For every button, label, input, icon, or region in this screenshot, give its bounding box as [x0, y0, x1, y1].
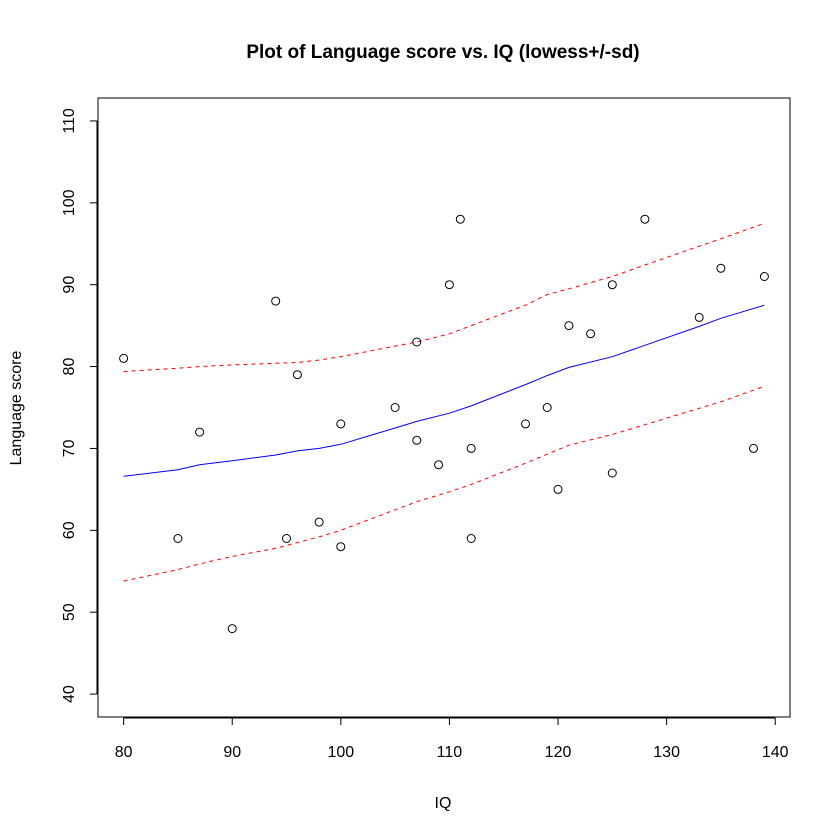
data-point	[564, 321, 574, 331]
data-points	[119, 214, 769, 634]
lowess-line	[123, 304, 765, 477]
lowess-lines	[123, 222, 765, 582]
x-tick-label: 100	[327, 744, 354, 761]
x-axis-title: IQ	[435, 795, 452, 812]
x-tick-label: 130	[653, 744, 680, 761]
x-axis: 80 90 100 110 120 130 140	[115, 717, 789, 761]
x-tick-label: 110	[437, 744, 463, 761]
y-tick-label: 50	[61, 603, 78, 621]
data-point	[390, 403, 400, 412]
data-point	[586, 329, 596, 339]
data-point	[336, 542, 346, 552]
x-tick-label: 80	[115, 744, 133, 761]
data-point	[466, 443, 476, 453]
plot-frame	[97, 97, 791, 718]
data-point	[694, 312, 704, 322]
y-tick-label: 100	[61, 189, 78, 216]
data-point	[412, 435, 422, 445]
y-axis: 40 50 60 70 80 90 100 110	[61, 108, 98, 703]
x-tick-label: 90	[223, 744, 241, 761]
y-tick-label: 90	[61, 276, 78, 294]
data-point	[195, 427, 205, 437]
data-point	[227, 624, 237, 634]
x-tick-label: 140	[762, 744, 789, 761]
data-point	[314, 517, 324, 527]
y-axis-title: Language score	[8, 351, 25, 466]
data-point	[521, 419, 530, 429]
data-point	[119, 353, 129, 363]
data-point	[455, 214, 465, 224]
data-point	[749, 443, 758, 453]
y-tick-label: 80	[61, 358, 78, 376]
y-tick-label: 70	[61, 439, 78, 457]
data-point	[282, 534, 291, 543]
data-point	[607, 468, 617, 478]
data-point	[173, 534, 183, 543]
data-point	[271, 296, 281, 306]
data-point	[466, 534, 476, 543]
chart-title: Plot of Language score vs. IQ (lowess+/-…	[246, 42, 639, 63]
data-point	[336, 419, 346, 429]
lower-sd-line	[123, 385, 765, 582]
y-tick-label: 40	[61, 685, 78, 703]
data-point	[542, 403, 552, 412]
data-point	[640, 214, 650, 224]
data-point	[716, 263, 726, 273]
upper-sd-line	[123, 222, 765, 372]
data-point	[759, 272, 769, 281]
data-point	[607, 280, 617, 290]
y-tick-label: 60	[61, 521, 78, 539]
data-point	[292, 370, 302, 380]
data-point	[412, 337, 422, 347]
data-point	[444, 280, 454, 290]
x-tick-label: 120	[545, 744, 572, 761]
data-point	[434, 460, 444, 470]
data-point	[553, 484, 563, 494]
y-tick-label: 110	[61, 108, 78, 134]
